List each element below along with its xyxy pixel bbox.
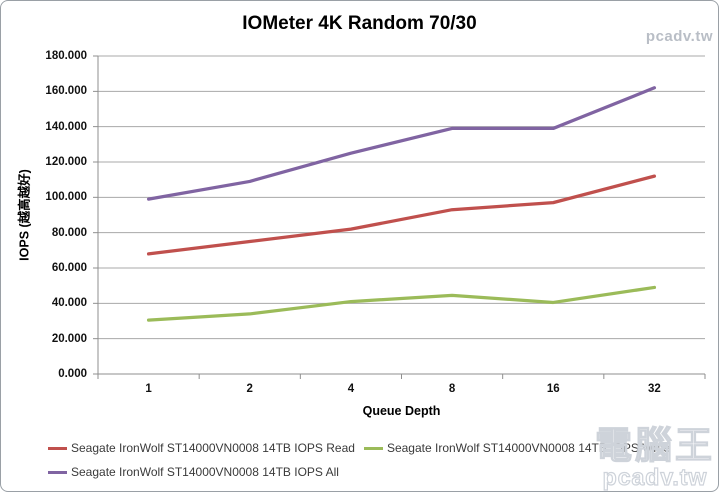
legend-row-2: Seagate IronWolf ST14000VN0008 14TB IOPS… [48, 465, 339, 479]
x-tick-label: 16 [546, 383, 560, 395]
y-tick-label: 0.000 [58, 368, 87, 380]
series-line [146, 86, 657, 201]
series-line [146, 174, 657, 256]
y-tick-label: 180.000 [45, 50, 87, 62]
x-tick-label: 32 [648, 383, 661, 395]
y-tick-label: 100.000 [45, 191, 87, 204]
legend-swatch [48, 446, 67, 450]
y-tick-label: 40.000 [51, 297, 87, 310]
x-tick-label: 2 [246, 383, 253, 395]
y-axis-title: IOPS (越高越好) [17, 169, 32, 261]
x-tick-label: 8 [448, 383, 456, 395]
x-axis-title: Queue Depth [362, 404, 441, 418]
legend-item: Seagate IronWolf ST14000VN0008 14TB IOPS… [48, 465, 339, 479]
legend-swatch [363, 446, 383, 450]
y-tick-label: 160.000 [45, 85, 87, 98]
y-tick-label: 140.000 [45, 120, 87, 133]
series-line [146, 285, 657, 322]
y-tick-label: 120.000 [45, 156, 87, 168]
y-tick-label: 80.000 [51, 226, 87, 239]
legend-row-1: Seagate IronWolf ST14000VN0008 14TB IOPS… [48, 441, 670, 455]
x-tick-label: 4 [347, 383, 355, 395]
legend-item: Seagate IronWolf ST14000VN0008 14TB IOPS… [48, 441, 355, 455]
y-tick-label: 60.000 [51, 262, 87, 274]
legend-item: Seagate IronWolf ST14000VN0008 14TB IOPS… [363, 441, 670, 455]
legend-label: Seagate IronWolf ST14000VN0008 14TB IOPS… [71, 465, 339, 479]
y-tick-label: 20.000 [51, 332, 87, 345]
x-tick-label: 1 [145, 383, 152, 395]
watermark-top-right: pcadv.tw [645, 28, 713, 45]
legend-swatch [48, 470, 67, 474]
legend-label: Seagate IronWolf ST14000VN0008 14TB IOPS… [386, 441, 670, 455]
legend-label: Seagate IronWolf ST14000VN0008 14TB IOPS… [71, 441, 355, 455]
chart-title: IOMeter 4K Random 70/30 [242, 13, 477, 34]
